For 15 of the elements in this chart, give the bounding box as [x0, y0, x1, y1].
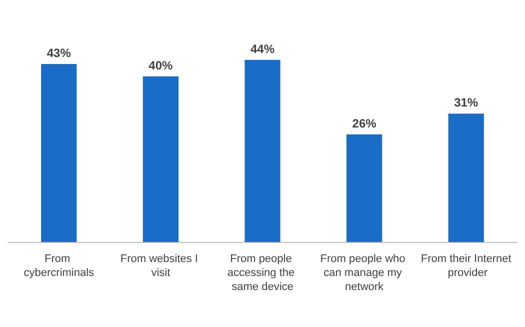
x-tick-label: From websites I visit — [120, 253, 202, 279]
x-tick-label: From their Internet provider — [420, 253, 512, 279]
data-label: 44% — [250, 42, 275, 56]
data-label: 43% — [46, 46, 72, 60]
bar — [346, 134, 382, 242]
data-label: 26% — [352, 116, 377, 130]
bar — [244, 60, 280, 242]
x-tick-label: From people who can manage my network — [320, 253, 408, 293]
bar — [142, 76, 179, 242]
data-label: 40% — [148, 58, 174, 72]
bar — [41, 64, 77, 242]
x-tick-label: From people accessing the same device — [227, 253, 298, 293]
bar — [448, 114, 484, 242]
data-label: 31% — [454, 96, 478, 110]
x-tick-label: From cybercriminals — [24, 253, 95, 279]
